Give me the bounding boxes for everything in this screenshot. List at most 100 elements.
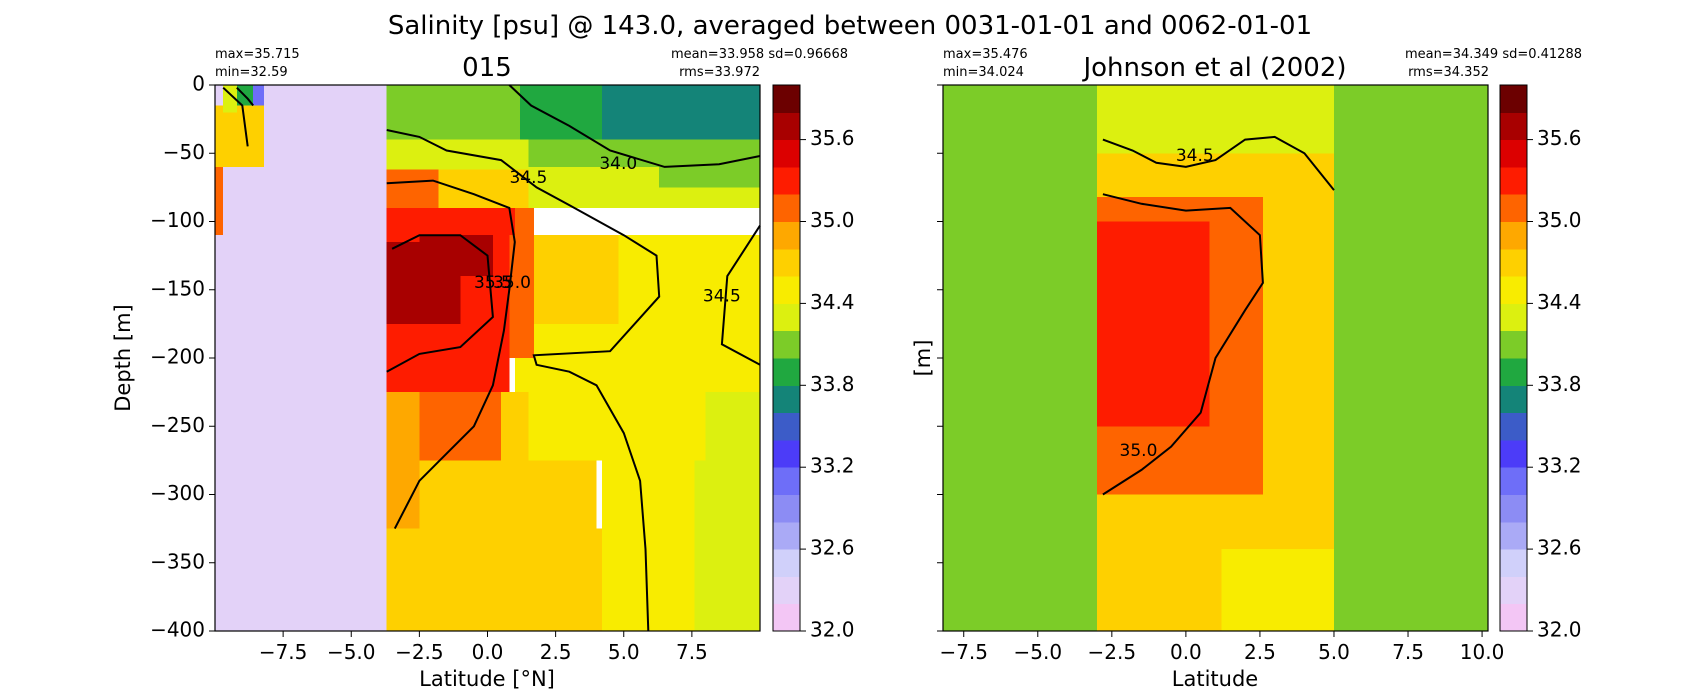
colorbar-obs-swatch (1500, 385, 1527, 414)
panel-model-ytick-label: −100 (150, 208, 205, 232)
panel-model-cell (386, 460, 597, 529)
panel-model-contour-label: 35.5 (474, 273, 512, 293)
panel-obs-xtick-label: 5.0 (1318, 640, 1350, 664)
colorbar-model-frame (772, 84, 801, 632)
colorbar-obs-swatch (1500, 276, 1527, 304)
panel-model-cell (215, 105, 265, 167)
colorbar-obs-tick-label: 33.2 (1537, 454, 1582, 478)
panel-model-contour-line (508, 84, 761, 168)
panel-obs-stat-mean-sd: mean=34.349 sd=0.41288 (1405, 47, 1582, 62)
panel-obs-stat-min: min=34.024 (943, 65, 1024, 80)
panel-obs-cell (1097, 262, 1172, 379)
panel-model-ytick-label: −300 (150, 481, 205, 505)
colorbar-obs-swatch (1500, 521, 1527, 550)
colorbar-obs-tick-label: 35.6 (1537, 126, 1582, 150)
panel-obs-xtick-label: −2.5 (1088, 640, 1137, 664)
colorbar-obs-tick-label: 32.0 (1537, 618, 1582, 642)
panel-model-cell (520, 85, 602, 140)
colorbar-obs: 32.0 32.6 33.2 33.8 34.4 35.0 35.6 (1499, 84, 1582, 642)
colorbar-obs-swatch (1500, 439, 1527, 468)
panel-model-cell (215, 85, 387, 631)
panel-model-xtick-label: 0.0 (472, 640, 504, 664)
panel-model-contour-line (386, 129, 661, 632)
colorbar-obs-swatch (1500, 166, 1527, 195)
panel-model-contour-line (222, 86, 249, 147)
colorbar-model-tick-label: 33.2 (810, 454, 855, 478)
panel-model: 34.0 34.5 34.5 35.035.5 −7.5 −5.0 −2.5 0.0 2.5 5… (111, 47, 848, 691)
colorbar-obs-tick-label: 35.0 (1537, 208, 1582, 232)
panel-obs-title: Johnson et al (2002) (1081, 53, 1346, 83)
colorbar-model-swatch (773, 467, 800, 495)
panel-obs-ylabel: [m] (911, 340, 935, 377)
colorbar-obs-swatch (1500, 549, 1527, 577)
colorbar-obs-swatch (1500, 494, 1527, 523)
panel-obs-contours: 34.5 35.0 (1102, 135, 1335, 496)
panel-model-xtick-label: −2.5 (395, 640, 444, 664)
panel-model-cell (601, 85, 760, 140)
colorbar-obs-swatch (1500, 248, 1527, 277)
panel-model-xtick-label: 5.0 (608, 640, 640, 664)
panel-obs-xlabel: Latitude (1172, 667, 1258, 691)
colorbar-model-tick-label: 34.4 (810, 290, 855, 314)
panel-obs-contour-line (1102, 193, 1264, 496)
colorbar-model-swatch (773, 412, 800, 441)
colorbar-obs-swatch (1500, 194, 1527, 222)
panel-model-xtick-label: −7.5 (259, 640, 308, 664)
colorbar-model-swatch (773, 494, 800, 523)
colorbar-model-swatch (773, 248, 800, 277)
panel-model-cell (253, 85, 265, 106)
panel-obs-yaxis (937, 84, 943, 632)
panel-model-contour-label: 34.5 (703, 287, 741, 307)
panel-obs-contour-label: 35.0 (1120, 441, 1158, 461)
panel-model-contour-label: 35.0 (493, 273, 531, 293)
panel-model-stat-mean-sd: mean=33.958 sd=0.96668 (671, 47, 848, 62)
panel-model-cell (386, 392, 420, 529)
colorbar-obs-tick-label: 34.4 (1537, 290, 1582, 314)
colorbar-model-tick-label: 32.0 (810, 618, 855, 642)
colorbar-obs-swatch (1500, 112, 1527, 141)
panel-model-yaxis: 0 −50 −100 −150 −200 −250 −300 −350 −400 (150, 72, 215, 642)
colorbar-obs-frame (1499, 84, 1528, 632)
colorbar-model-swatch (773, 358, 800, 386)
panel-model-cell (386, 139, 529, 170)
colorbar-model-swatch (773, 85, 800, 113)
panel-model-cell (419, 392, 447, 461)
panel-model-ytick-label: −350 (150, 549, 205, 573)
panel-model-cell (386, 207, 515, 236)
panel-model-ytick-label: −400 (150, 618, 205, 642)
colorbar-model-swatch (773, 221, 800, 250)
figure-suptitle: Salinity [psu] @ 143.0, averaged between… (388, 11, 1312, 41)
panel-model-cell (528, 139, 760, 167)
colorbar-obs-swatch (1500, 303, 1527, 332)
colorbar-obs-swatch (1500, 85, 1527, 113)
panel-model-ylabel: Depth [m] (111, 304, 135, 411)
colorbar-model-swatch (773, 439, 800, 468)
colorbar-obs-swatch (1500, 412, 1527, 441)
colorbar-obs-swatch (1500, 576, 1527, 605)
panel-obs-xtick-label: 0.0 (1170, 640, 1202, 664)
panel-obs-xtick-label: −7.5 (939, 640, 988, 664)
colorbar-obs-swatch (1500, 603, 1527, 632)
panel-obs: 34.5 35.0 −7.5 −5.0 −2.5 0.0 2.5 5.0 7.5 10.0 Jo… (911, 47, 1582, 691)
panel-model-contour-line (386, 234, 494, 373)
colorbar-model-swatch (773, 303, 800, 332)
colorbar-obs-swatch (1500, 467, 1527, 495)
colorbar-model: 32.0 32.6 33.2 33.8 34.4 35.0 35.6 (772, 84, 855, 642)
panel-model-heatmap (215, 85, 760, 631)
panel-model-xtick-label: 2.5 (540, 640, 572, 664)
colorbar-obs-swatch (1500, 139, 1527, 168)
colorbar-model-tick-label: 32.6 (810, 536, 855, 560)
panel-obs-xaxis: −7.5 −5.0 −2.5 0.0 2.5 5.0 7.5 10.0 (939, 631, 1504, 664)
panel-obs-xtick-label: 2.5 (1244, 640, 1276, 664)
colorbar-model-swatch (773, 194, 800, 222)
colorbar-obs-swatch (1500, 358, 1527, 386)
panel-model-stat-max: max=35.715 (215, 47, 300, 62)
panel-model-ytick-label: −250 (150, 413, 205, 437)
panel-obs-cell (1274, 194, 1334, 522)
panel-model-xaxis: −7.5 −5.0 −2.5 0.0 2.5 5.0 7.5 (259, 631, 708, 664)
panel-model-cell (705, 235, 760, 393)
panel-model-cell (215, 166, 224, 236)
panel-model-contour-line (236, 86, 254, 107)
colorbar-model-swatch (773, 385, 800, 414)
panel-model-contour-line (720, 225, 761, 366)
